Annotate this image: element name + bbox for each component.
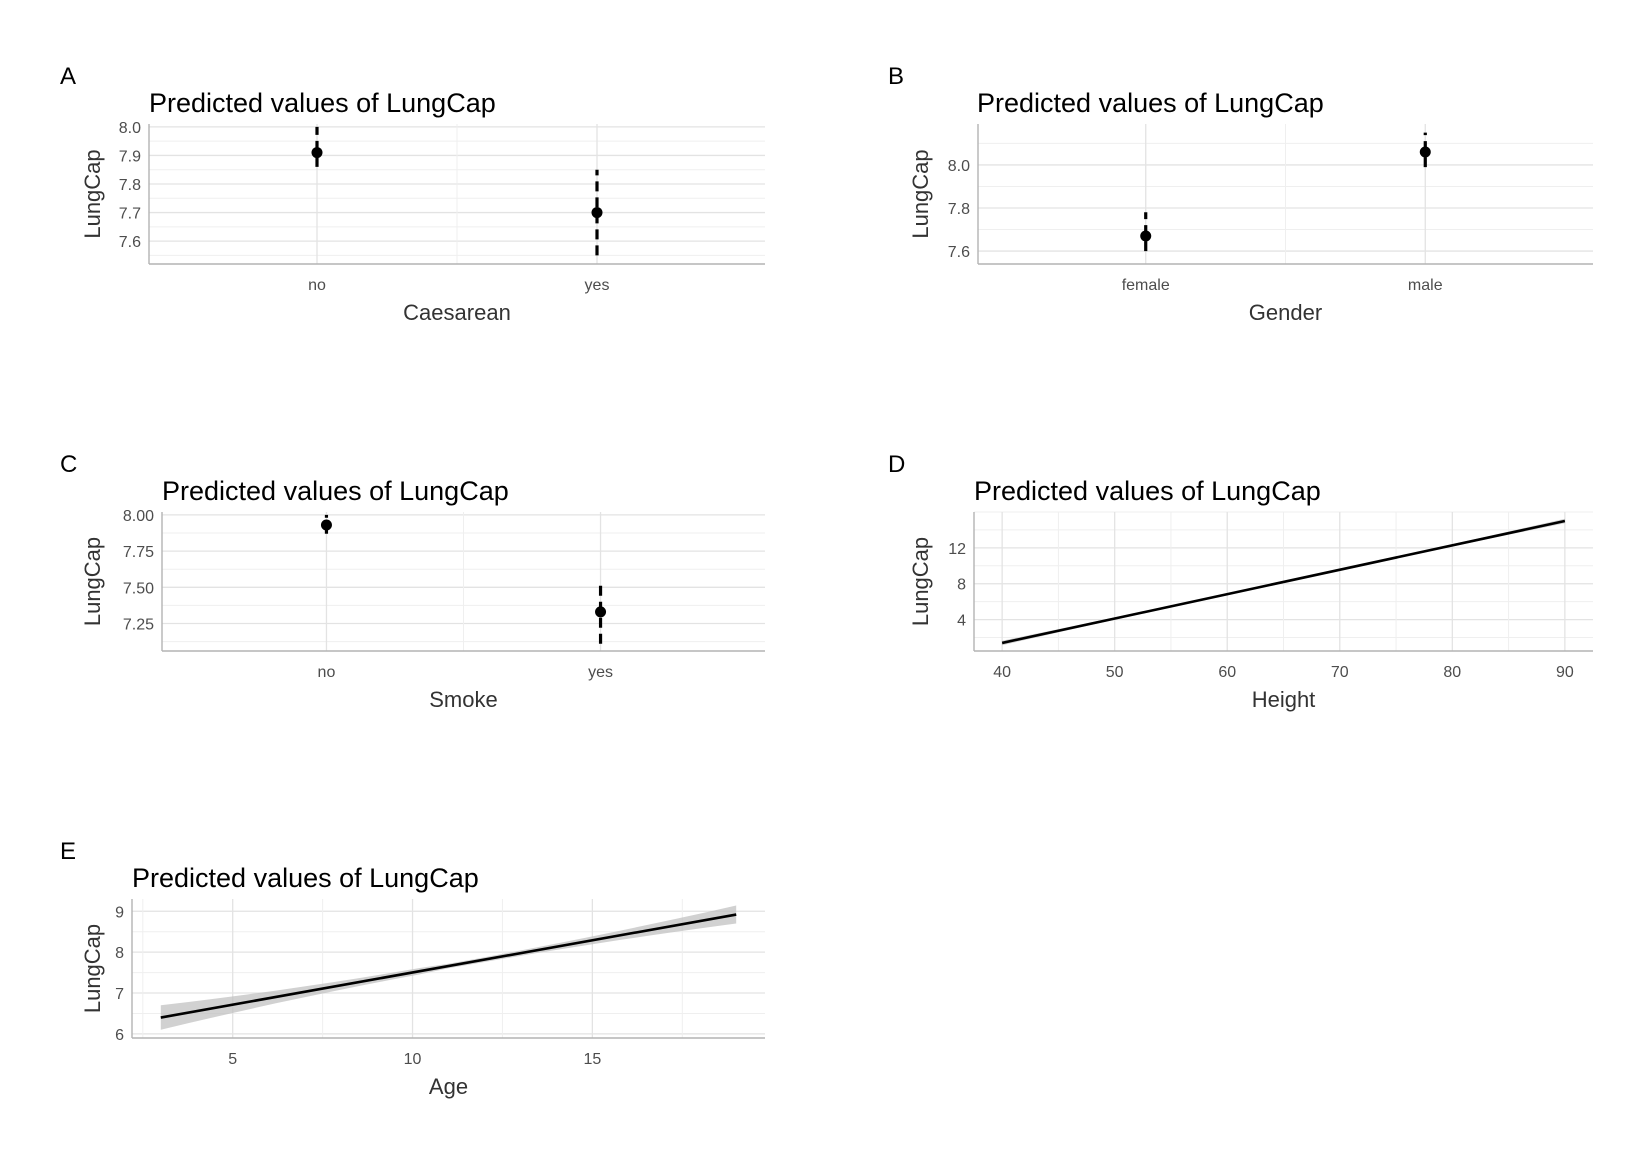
y-tick-label: 7.9 [119, 148, 141, 165]
y-axis-title: LungCap [80, 537, 105, 626]
y-tick-label: 8.0 [119, 120, 141, 137]
x-tick-label: 50 [1106, 664, 1124, 681]
point-estimate [311, 147, 323, 159]
data-marks [320, 514, 607, 644]
gridlines [149, 124, 765, 264]
panel-title: Predicted values of LungCap [162, 476, 509, 506]
point-estimate [1419, 146, 1431, 158]
panel-b: B Predicted values of LungCap 8.0 7.8 7.6 fem… [888, 63, 1593, 325]
point-estimate [320, 519, 332, 531]
confidence-band [160, 905, 737, 1030]
x-tick-label: no [308, 277, 326, 294]
x-tick-label: 60 [1218, 664, 1236, 681]
panel-c: C Predicted values of LungCap 8.00 7.75 7.50… [60, 451, 765, 712]
panel-tag: A [60, 63, 76, 90]
panel-e: E Predicted values of LungCap 9 8 7 6 5 10 15 Age… [60, 838, 765, 1099]
x-tick-label: yes [585, 277, 610, 294]
panel-title: Predicted values of LungCap [977, 88, 1324, 118]
y-tick-label: 7.25 [123, 616, 154, 633]
y-tick-label: 7.6 [119, 234, 141, 251]
x-tick-label: no [318, 664, 336, 681]
panel-title: Predicted values of LungCap [974, 476, 1321, 506]
gridlines [974, 511, 1593, 651]
x-tick-label: 5 [228, 1051, 237, 1068]
y-tick-label: 7.7 [119, 206, 141, 223]
panel-tag: B [888, 63, 904, 90]
y-tick-label: 7.8 [948, 201, 970, 218]
x-tick-label: 15 [583, 1051, 601, 1068]
x-tick-label: 90 [1556, 664, 1574, 681]
y-tick-label: 9 [115, 904, 124, 921]
point-estimate [595, 606, 607, 618]
data-marks [311, 126, 603, 256]
y-tick-label: 12 [948, 541, 966, 558]
panel-a: A Predicted values of LungCap 8.0 7.9 7.8 7.7… [60, 63, 765, 325]
panel-tag: D [888, 451, 905, 478]
panel-d: D Predicted values of LungCap 12 8 4 40 50 60 70… [888, 451, 1593, 712]
x-tick-label: 70 [1331, 664, 1349, 681]
point-estimate [1140, 230, 1152, 242]
y-tick-label: 6 [115, 1027, 124, 1044]
y-tick-label: 7.6 [948, 244, 970, 261]
x-axis-title: Smoke [429, 687, 497, 712]
y-axis-title: LungCap [908, 149, 933, 238]
data-marks [160, 905, 737, 1030]
y-tick-label: 7.8 [119, 177, 141, 194]
x-axis-title: Gender [1249, 300, 1322, 325]
gridlines [132, 899, 765, 1038]
panel-title: Predicted values of LungCap [132, 863, 479, 893]
y-axis-title: LungCap [80, 149, 105, 238]
y-axis-title: LungCap [80, 924, 105, 1013]
panel-tag: E [60, 838, 76, 865]
x-tick-label: 40 [993, 664, 1011, 681]
gridlines [978, 124, 1593, 264]
y-tick-label: 7 [115, 986, 124, 1003]
point-estimate [591, 207, 603, 219]
x-tick-label: yes [588, 664, 613, 681]
x-tick-label: 10 [404, 1051, 422, 1068]
data-marks [1001, 518, 1566, 646]
x-axis-title: Height [1252, 687, 1316, 712]
panel-tag: C [60, 451, 77, 478]
x-axis-title: Caesarean [403, 300, 511, 325]
y-tick-label: 8 [957, 577, 966, 594]
x-axis-title: Age [429, 1074, 468, 1099]
gridlines [162, 512, 765, 651]
prediction-line [160, 913, 737, 1019]
y-tick-label: 7.50 [123, 580, 154, 597]
data-marks [1140, 132, 1431, 252]
panel-title: Predicted values of LungCap [149, 88, 496, 118]
x-tick-label: female [1122, 277, 1170, 294]
x-tick-label: 80 [1443, 664, 1461, 681]
y-tick-label: 8.00 [123, 508, 154, 525]
x-tick-label: male [1408, 277, 1443, 294]
y-tick-label: 8.0 [948, 158, 970, 175]
y-tick-label: 7.75 [123, 544, 154, 561]
y-tick-label: 4 [957, 613, 966, 630]
y-tick-label: 8 [115, 945, 124, 962]
prediction-line [1001, 519, 1566, 645]
y-axis-title: LungCap [908, 537, 933, 626]
